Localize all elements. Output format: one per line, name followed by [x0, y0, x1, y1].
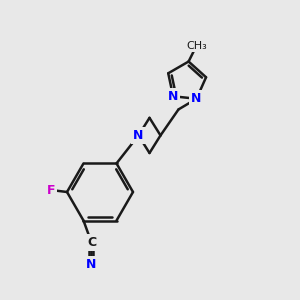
Text: N: N: [86, 258, 97, 271]
Text: F: F: [47, 184, 55, 196]
Text: N: N: [168, 90, 178, 103]
Text: N: N: [191, 92, 202, 105]
Text: C: C: [87, 236, 96, 249]
Text: N: N: [133, 129, 144, 142]
Text: CH₃: CH₃: [186, 40, 207, 50]
